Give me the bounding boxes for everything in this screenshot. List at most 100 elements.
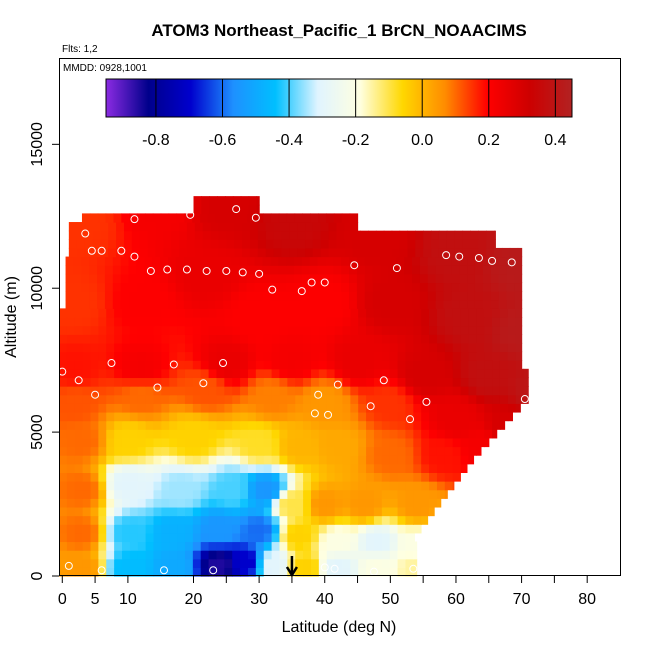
- heatmap-cell: [381, 429, 391, 439]
- observation-point: [320, 563, 329, 572]
- heatmap-cell: [153, 411, 162, 422]
- heatmap-cell: [217, 196, 226, 206]
- heatmap-cell: [200, 558, 210, 568]
- heatmap-cell: [161, 489, 170, 499]
- heatmap-cell: [74, 455, 84, 465]
- heatmap-cell: [494, 230, 496, 240]
- heatmap-cell: [350, 317, 359, 327]
- heatmap-cell: [381, 394, 391, 404]
- heatmap-cell: [421, 515, 429, 525]
- heatmap-cell: [200, 498, 210, 508]
- heatmap-cell: [326, 524, 336, 534]
- heatmap-cell: [238, 265, 248, 275]
- heatmap-cell: [515, 394, 525, 404]
- heatmap-cell: [106, 420, 115, 430]
- heatmap-cell: [240, 325, 249, 335]
- heatmap-cell: [492, 308, 501, 318]
- heatmap-cell: [129, 541, 139, 551]
- heatmap-cell: [381, 515, 391, 525]
- heatmap-cell: [232, 368, 241, 379]
- heatmap-cell: [224, 481, 233, 491]
- heatmap-cell: [507, 368, 517, 379]
- heatmap-cell: [255, 386, 265, 396]
- heatmap-cell: [114, 420, 123, 430]
- heatmap-cell: [352, 239, 361, 249]
- heatmap-cell: [366, 524, 375, 534]
- heatmap-cell: [152, 265, 161, 275]
- heatmap-cell: [153, 377, 162, 387]
- heatmap-cell: [114, 550, 123, 560]
- heatmap-cell: [358, 506, 367, 517]
- heatmap-cell: [350, 351, 359, 361]
- heatmap-cell: [194, 247, 204, 258]
- heatmap-cell: [200, 342, 210, 353]
- heatmap-cell: [232, 325, 241, 335]
- heatmap-cell: [249, 230, 259, 240]
- heatmap-cell: [145, 567, 155, 577]
- heatmap-cell: [257, 222, 267, 232]
- heatmap-cell: [303, 325, 312, 335]
- heatmap-cell: [74, 377, 84, 387]
- heatmap-cell: [89, 273, 98, 284]
- heatmap-cell: [515, 317, 523, 327]
- heatmap-cell: [65, 256, 75, 266]
- heatmap-cell: [381, 403, 391, 413]
- heatmap-cell: [279, 334, 288, 344]
- heatmap-cell: [98, 351, 107, 361]
- heatmap-cell: [350, 342, 359, 353]
- heatmap-cell: [153, 506, 162, 517]
- heatmap-cell: [114, 498, 123, 508]
- heatmap-cell: [121, 506, 131, 517]
- heatmap-cell: [486, 230, 495, 240]
- heatmap-cell: [349, 256, 358, 266]
- heatmap-cell: [334, 532, 344, 543]
- heatmap-cell: [452, 463, 462, 473]
- heatmap-cell: [153, 342, 162, 353]
- heatmap-cell: [100, 239, 109, 249]
- heatmap-cell: [358, 532, 367, 543]
- heatmap-cell: [66, 550, 76, 560]
- heatmap-cell: [193, 204, 202, 214]
- heatmap-cell: [89, 213, 99, 223]
- heatmap-cell: [405, 463, 414, 473]
- heatmap-cell: [318, 334, 328, 344]
- heatmap-cell: [334, 394, 344, 404]
- heatmap-cell: [224, 550, 233, 560]
- heatmap-cell: [121, 550, 131, 560]
- heatmap-cell: [247, 489, 257, 499]
- heatmap-cell: [436, 481, 446, 491]
- heatmap-cell: [407, 247, 416, 258]
- heatmap-cell: [271, 472, 281, 482]
- heatmap-cell: [59, 472, 68, 482]
- heatmap-cell: [171, 222, 180, 232]
- heatmap-cell: [468, 403, 477, 413]
- heatmap-cell: [279, 498, 288, 508]
- heatmap-cell: [177, 308, 186, 318]
- heatmap-cell: [334, 377, 344, 387]
- heatmap-cell: [246, 282, 256, 292]
- heatmap-cell: [295, 360, 304, 370]
- heatmap-cell: [278, 291, 287, 301]
- heatmap-cell: [59, 411, 68, 422]
- heatmap-cell: [366, 498, 375, 508]
- heatmap-cell: [336, 230, 346, 240]
- heatmap-cell: [373, 351, 383, 361]
- heatmap-cell: [405, 420, 414, 430]
- heatmap-cell: [240, 411, 249, 422]
- heatmap-cell: [381, 420, 391, 430]
- heatmap-cell: [492, 403, 501, 413]
- heatmap-cell: [240, 386, 249, 396]
- heatmap-cell: [391, 247, 401, 258]
- heatmap-cell: [66, 342, 76, 353]
- y-tick-label: 5000: [29, 414, 46, 450]
- heatmap-cell: [303, 437, 312, 448]
- heatmap-cell: [216, 403, 225, 413]
- heatmap-cell: [318, 317, 328, 327]
- heatmap-cell: [121, 532, 131, 543]
- heatmap-cell: [114, 446, 123, 456]
- heatmap-cell: [208, 541, 218, 551]
- heatmap-cell: [482, 291, 492, 301]
- heatmap-cell: [342, 351, 351, 361]
- heatmap-cell: [192, 429, 202, 439]
- observation-point: [422, 397, 431, 406]
